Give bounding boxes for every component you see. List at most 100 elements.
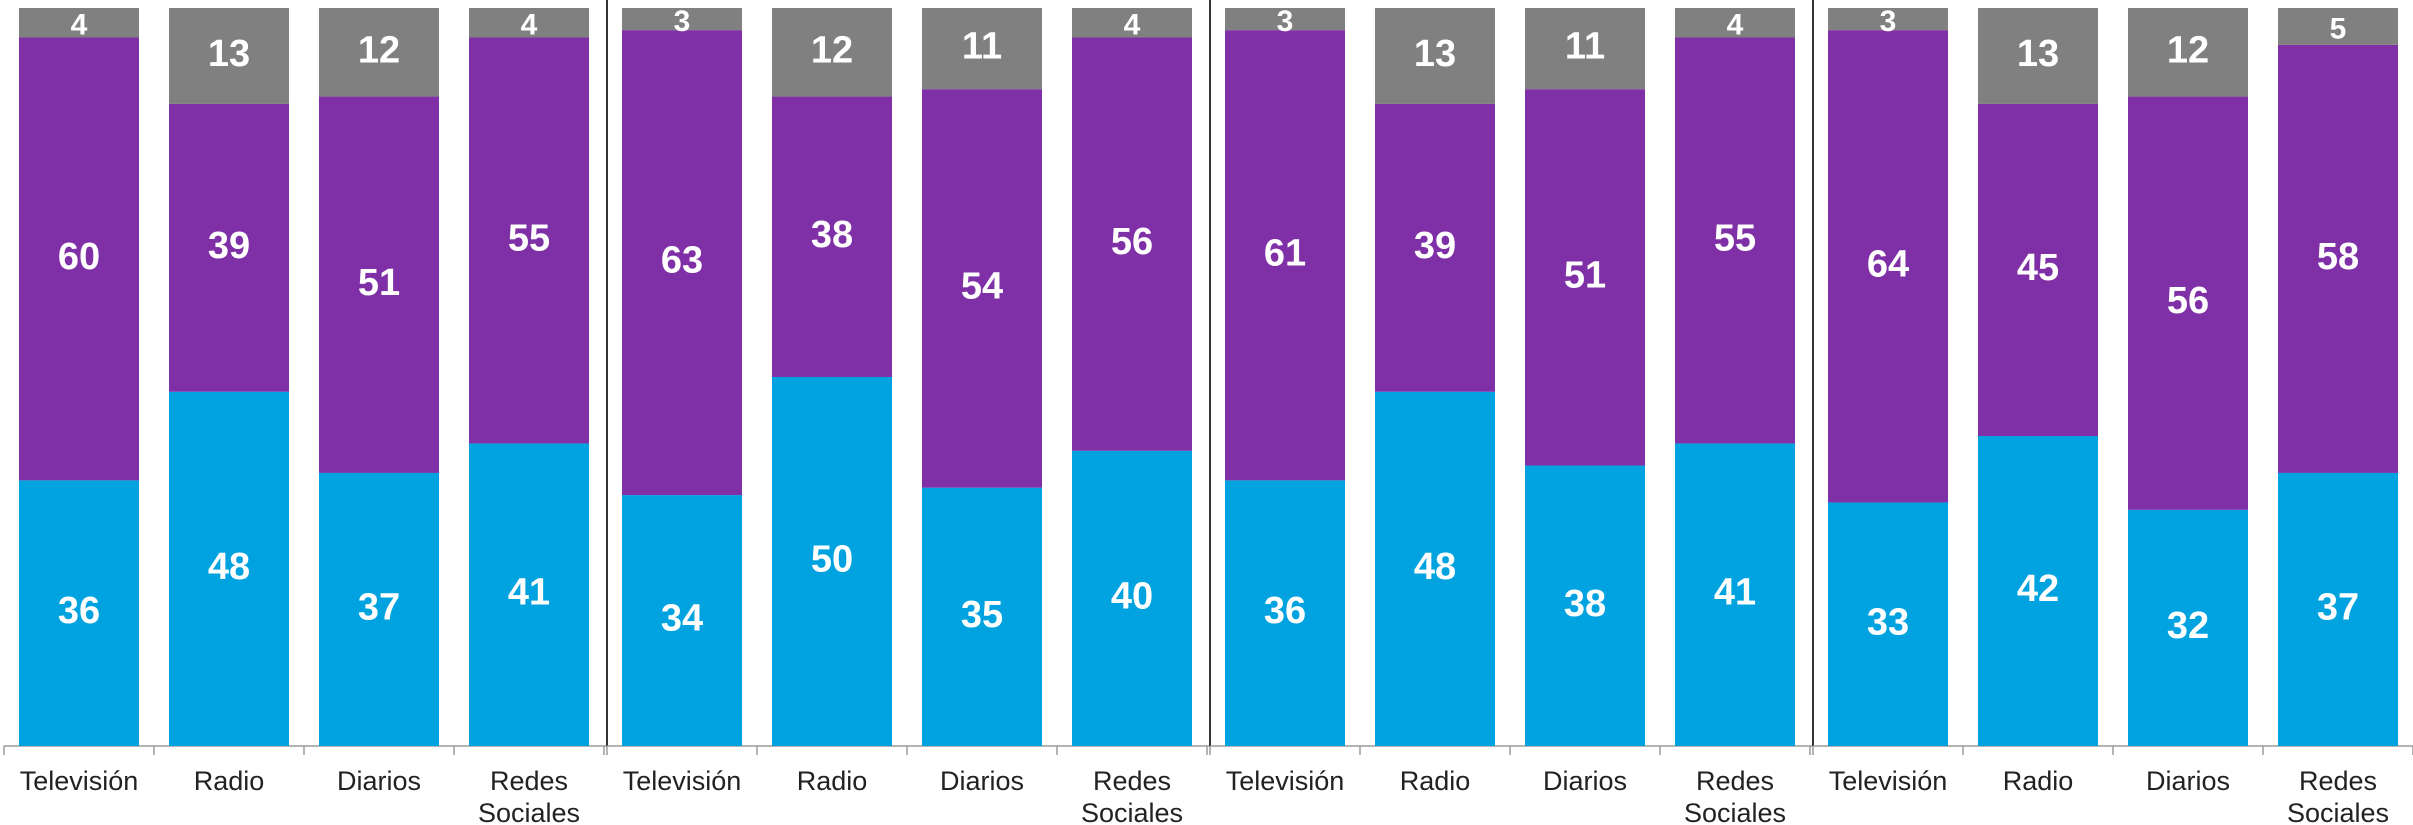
data-label: 5 bbox=[2330, 12, 2347, 45]
category-label: Radio bbox=[1400, 766, 1471, 796]
category-label: Radio bbox=[2003, 766, 2074, 796]
bar-segment bbox=[1072, 37, 1192, 451]
chart-panel-1: 36 60 4 Televisión 48 39 13 Radio 37 51 12 Diarios 4… bbox=[3, 0, 608, 825]
bar-segment bbox=[469, 443, 589, 746]
bar-segment bbox=[1072, 450, 1192, 746]
bar-segment bbox=[1978, 8, 2098, 104]
data-label: 61 bbox=[1264, 232, 1306, 274]
bar-segment bbox=[1225, 8, 1345, 31]
data-label: 4 bbox=[1727, 9, 1744, 42]
bar-segment bbox=[19, 37, 139, 481]
data-label: 4 bbox=[71, 9, 88, 42]
category-label: Televisión bbox=[623, 766, 742, 796]
data-label: 13 bbox=[2017, 33, 2059, 75]
bar-segment bbox=[622, 495, 742, 746]
bar-segment bbox=[469, 8, 589, 38]
bar-segment bbox=[1225, 480, 1345, 746]
data-label: 54 bbox=[961, 265, 1003, 307]
bar-segment bbox=[1525, 465, 1645, 746]
bar-segment bbox=[1828, 502, 1948, 746]
data-label: 58 bbox=[2317, 236, 2359, 278]
category-label: Redes Sociales bbox=[2287, 766, 2389, 825]
bar-segment bbox=[2278, 44, 2398, 473]
bar-segment bbox=[19, 8, 139, 38]
category-label: Radio bbox=[194, 766, 265, 796]
data-label: 56 bbox=[1111, 221, 1153, 263]
category-label: Diarios bbox=[337, 766, 421, 796]
data-label: 45 bbox=[2017, 247, 2059, 289]
data-label: 48 bbox=[1414, 546, 1456, 588]
bar-segment bbox=[922, 487, 1042, 746]
category-label: Televisión bbox=[20, 766, 139, 796]
bar-segment bbox=[772, 96, 892, 377]
data-label: 51 bbox=[1564, 254, 1606, 296]
data-label: 36 bbox=[58, 590, 100, 632]
data-label: 37 bbox=[358, 587, 400, 629]
category-label: Redes Sociales bbox=[478, 766, 580, 825]
category-label: Radio bbox=[797, 766, 868, 796]
bar-segment bbox=[169, 103, 289, 392]
bar-segment bbox=[2278, 472, 2398, 746]
category-label: Redes Sociales bbox=[1684, 766, 1786, 825]
data-label: 55 bbox=[508, 218, 550, 260]
bar-segment bbox=[622, 8, 742, 31]
data-label: 3 bbox=[1880, 5, 1897, 38]
data-label: 11 bbox=[962, 26, 1002, 68]
data-label: 12 bbox=[358, 29, 400, 71]
data-label: 4 bbox=[521, 9, 538, 42]
bar-segment bbox=[922, 8, 1042, 90]
bar-segment bbox=[622, 30, 742, 496]
data-label: 36 bbox=[1264, 590, 1306, 632]
data-label: 63 bbox=[661, 240, 703, 282]
bar-segment bbox=[1525, 89, 1645, 466]
data-label: 64 bbox=[1867, 243, 1909, 285]
data-label: 3 bbox=[1277, 5, 1294, 38]
data-label: 11 bbox=[1565, 26, 1605, 68]
category-label: Televisión bbox=[1226, 766, 1345, 796]
category-label: Televisión bbox=[1829, 766, 1948, 796]
category-label: Diarios bbox=[2146, 766, 2230, 796]
bar-segment bbox=[169, 391, 289, 746]
bar-segment bbox=[1675, 443, 1795, 746]
bar-segment bbox=[319, 96, 439, 473]
data-label: 56 bbox=[2167, 280, 2209, 322]
bar-segment bbox=[922, 89, 1042, 488]
data-label: 40 bbox=[1111, 575, 1153, 617]
bar-segment bbox=[319, 472, 439, 746]
bar-segment bbox=[1375, 391, 1495, 746]
chart-panel-3: 36 61 3 Televisión 48 39 13 Radio 38 51 11 Diarios 4… bbox=[1209, 0, 1814, 825]
bar-segment bbox=[772, 8, 892, 97]
bar-segment bbox=[319, 8, 439, 97]
data-label: 39 bbox=[1414, 225, 1456, 267]
bar-segment bbox=[1525, 8, 1645, 90]
data-label: 55 bbox=[1714, 218, 1756, 260]
data-label: 41 bbox=[508, 572, 550, 614]
data-label: 13 bbox=[1414, 33, 1456, 75]
bar-segment bbox=[1828, 30, 1948, 503]
chart-panel-2: 34 63 3 Televisión 50 38 12 Radio 35 54 11 Diarios 4… bbox=[606, 0, 1211, 825]
bar-segment bbox=[169, 8, 289, 104]
data-label: 39 bbox=[208, 225, 250, 267]
bar-segment bbox=[1828, 8, 1948, 31]
bar-segment bbox=[1225, 30, 1345, 481]
category-label: Diarios bbox=[1543, 766, 1627, 796]
bar-segment bbox=[469, 37, 589, 444]
data-label: 37 bbox=[2317, 587, 2359, 629]
bar-segment bbox=[772, 377, 892, 746]
data-label: 33 bbox=[1867, 601, 1909, 643]
data-label: 60 bbox=[58, 236, 100, 278]
data-label: 50 bbox=[811, 539, 853, 581]
category-label: Diarios bbox=[940, 766, 1024, 796]
data-label: 48 bbox=[208, 546, 250, 588]
data-label: 4 bbox=[1124, 9, 1141, 42]
data-label: 38 bbox=[1564, 583, 1606, 625]
data-label: 34 bbox=[661, 598, 703, 640]
data-label: 35 bbox=[961, 594, 1003, 636]
data-label: 3 bbox=[674, 5, 691, 38]
bar-segment bbox=[1675, 8, 1795, 38]
data-label: 32 bbox=[2167, 605, 2209, 647]
data-label: 12 bbox=[811, 29, 853, 71]
bar-segment bbox=[1375, 8, 1495, 104]
chart-panel-4: 33 64 3 Televisión 42 45 13 Radio 32 56 12 Diarios 3… bbox=[1812, 5, 2413, 825]
